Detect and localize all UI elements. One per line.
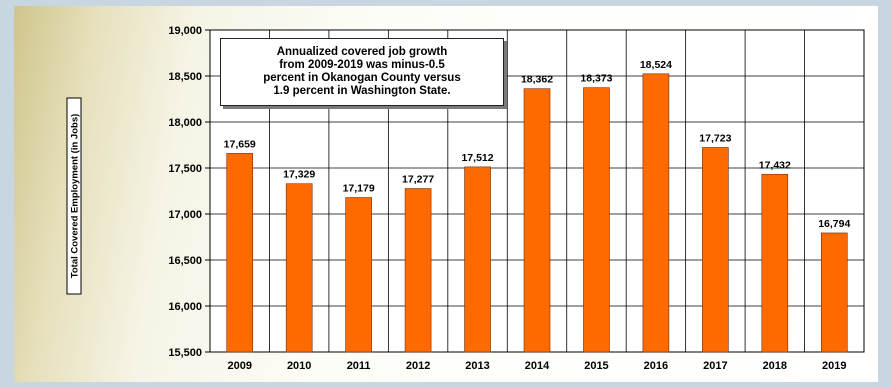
bar-2013 [464,166,491,353]
data-label: 17,723 [699,132,731,144]
data-label: 17,179 [343,183,375,195]
x-tick-label: 2012 [406,360,430,372]
y-tick-labels: 15,500 16,000 16,500 17,000 17,500 18,000 18,5… [168,25,202,359]
y-axis-title: Total Covered Employment (in Jobs) [70,114,81,279]
bar-2015 [583,87,610,353]
x-tick-labels: 2009 2010 2011 2012 2013 2014 2015 2016 2017 2018… [227,360,846,372]
bar-2019 [820,232,848,353]
x-tick-label: 2015 [584,360,608,372]
data-label: 18,373 [580,73,612,85]
y-tick-label: 18,500 [168,71,202,83]
bar-2014 [523,88,551,353]
x-tick-label: 2011 [347,360,371,372]
data-label: 17,432 [759,159,791,171]
data-label: 18,362 [521,74,553,86]
y-tick-label: 17,500 [168,163,202,175]
bar-2012 [404,188,432,353]
bar-2017 [702,147,729,353]
chart-panel: 2009 2010 2011 2012 2013 2014 2015 2016 2017 2018… [14,6,878,382]
y-axis-title-group: Total Covered Employment (in Jobs) [66,97,82,295]
bar-2009 [226,153,254,353]
y-tick-label: 16,000 [168,301,202,313]
y-tick-label: 16,500 [168,255,202,267]
x-tick-label: 2010 [287,360,311,372]
x-tick-label: 2013 [465,360,489,372]
y-tick-label: 19,000 [168,25,202,37]
data-label: 16,794 [818,218,850,230]
y-tick-label: 18,000 [168,117,202,129]
bar-2016 [642,73,670,353]
bar-2011 [345,197,372,353]
data-label: 17,329 [283,169,315,181]
bar-chart: 2009 2010 2011 2012 2013 2014 2015 2016 2017 2018… [66,25,865,372]
data-label: 17,659 [224,138,256,150]
x-tick-label: 2018 [763,360,787,372]
y-tick-label: 15,500 [168,347,202,359]
data-label: 18,524 [640,59,672,71]
x-tick-label: 2009 [227,360,251,372]
data-label: 17,512 [461,152,493,164]
bars [226,73,848,353]
data-label: 17,277 [402,174,434,186]
bar-2010 [285,183,313,353]
annotation-box: Annualized covered job growth from 2009-… [220,38,504,106]
x-tick-label: 2019 [822,360,846,372]
bar-2018 [761,173,789,353]
x-tick-label: 2014 [525,360,550,372]
y-tick-label: 17,000 [168,209,202,221]
x-tick-label: 2017 [703,360,727,372]
x-tick-label: 2016 [644,360,668,372]
data-labels: 17,659 17,329 17,179 17,277 17,512 18,362 18,3… [224,59,851,230]
